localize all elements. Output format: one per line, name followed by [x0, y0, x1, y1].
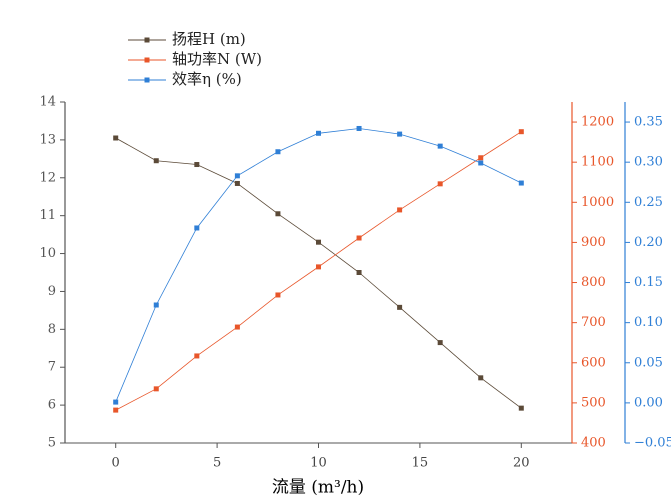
point [437, 181, 443, 187]
x-tick-label: 5 [213, 456, 221, 471]
point [153, 386, 159, 392]
point [437, 143, 443, 149]
y3-tick-label: 0.10 [634, 315, 663, 330]
point [153, 302, 159, 308]
y2-tick-label: 500 [581, 395, 606, 410]
y-tick-label: 11 [39, 208, 56, 223]
point [234, 324, 240, 330]
y-tick-label: 14 [39, 95, 56, 110]
point [478, 155, 484, 161]
legend-marker [144, 77, 150, 83]
y2-tick-label: 600 [581, 355, 606, 370]
point [518, 180, 524, 186]
series-line [115, 131, 522, 411]
point [316, 264, 321, 270]
y2-tick-label: 800 [581, 275, 606, 290]
y3-tick-label: 0.00 [634, 395, 663, 410]
point [113, 399, 119, 405]
y3-tick-label: 0.30 [634, 155, 663, 170]
y2-tick-label: 1000 [581, 195, 614, 210]
x-tick-label: 20 [513, 456, 530, 471]
series-line [115, 137, 522, 409]
y-tick-label: 7 [48, 360, 56, 375]
point [194, 162, 200, 168]
legend-marker [144, 57, 150, 63]
y-tick-label: 6 [48, 398, 56, 413]
y2-tick-label: 900 [581, 235, 606, 250]
y3-tick-label: 0.25 [634, 195, 663, 210]
point [234, 180, 240, 186]
y2-tick-label: 700 [581, 315, 606, 330]
x-axis-label: 流量 (m³/h) [272, 478, 364, 498]
y3-tick-label: 0.05 [634, 355, 663, 370]
y3-tick-label: −0.05 [634, 436, 671, 451]
point [478, 375, 484, 381]
y-tick-label: 8 [48, 322, 56, 337]
y-tick-label: 13 [39, 132, 56, 147]
y3-tick-label: 0.35 [634, 115, 663, 130]
point [194, 225, 200, 231]
y3-tick-label: 0.15 [634, 275, 663, 290]
point [356, 125, 362, 131]
y-tick-label: 10 [39, 246, 56, 261]
point [397, 207, 403, 213]
point [316, 130, 321, 136]
point [234, 173, 240, 179]
point [518, 405, 524, 411]
point [113, 135, 119, 141]
legend-label: 效率η (%) [172, 70, 242, 88]
legend-marker [144, 37, 150, 43]
point [113, 407, 119, 413]
point [356, 270, 362, 275]
y-tick-label: 5 [48, 436, 56, 451]
x-tick-label: 15 [412, 456, 429, 471]
x-tick-label: 10 [310, 456, 327, 471]
x-tick-label: 0 [112, 456, 120, 471]
y2-tick-label: 1200 [581, 115, 614, 130]
legend-label: 扬程H (m) [172, 30, 246, 48]
point [275, 149, 281, 155]
y-tick-label: 12 [39, 170, 56, 185]
y3-tick-label: 0.20 [634, 235, 663, 250]
y-tick-label: 9 [48, 284, 56, 299]
point [356, 235, 362, 241]
legend-label: 轴功率N (W) [172, 50, 262, 68]
point [397, 304, 403, 310]
point [275, 292, 281, 298]
point [518, 129, 524, 135]
y2-tick-label: 400 [581, 436, 606, 451]
y2-tick-label: 1100 [581, 155, 614, 170]
point [275, 211, 281, 217]
point [478, 160, 484, 166]
point [437, 340, 443, 346]
point [194, 353, 200, 359]
point [316, 239, 321, 245]
point [397, 131, 403, 137]
point [153, 158, 159, 164]
